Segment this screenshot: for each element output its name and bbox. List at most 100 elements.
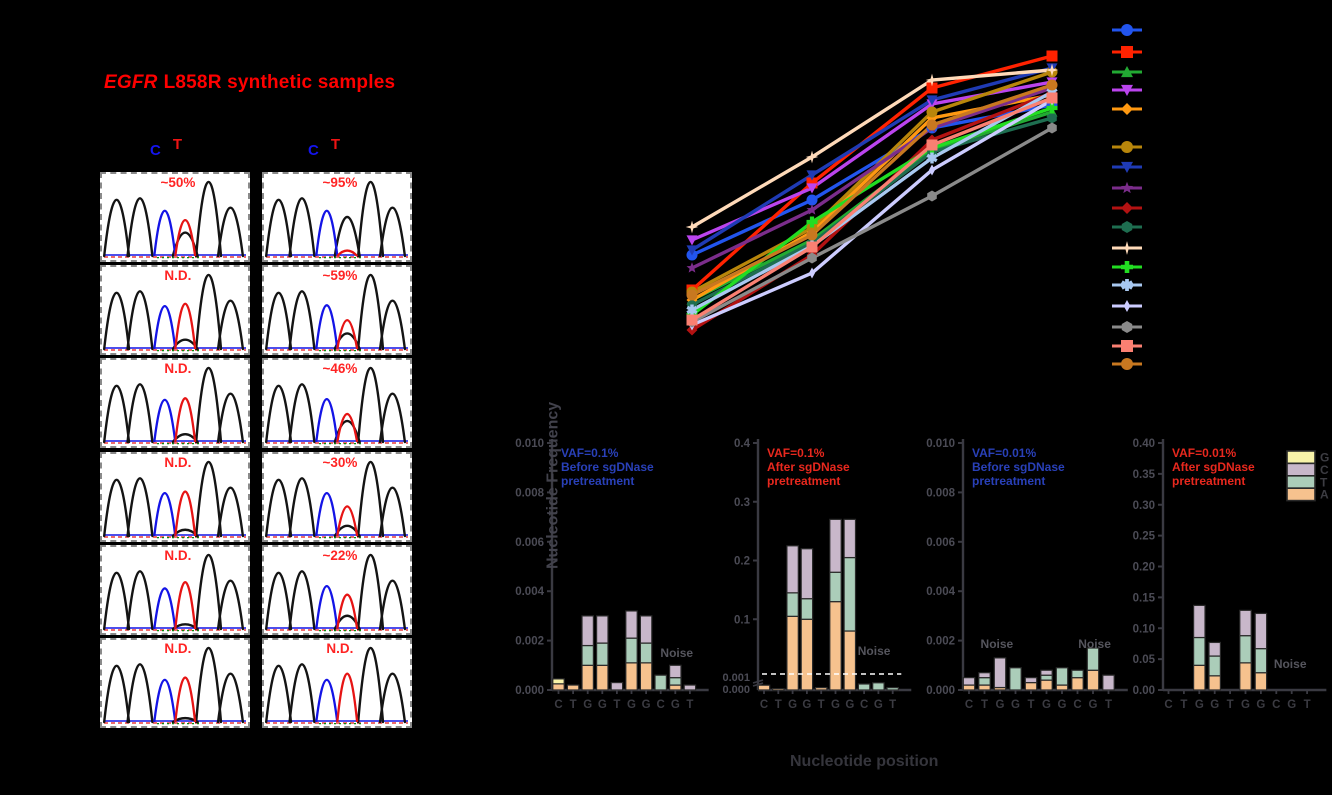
bar-segment-C	[625, 610, 638, 639]
series-line	[690, 126, 1054, 324]
y-tick-label: 0.010	[926, 438, 955, 450]
bar-segment-C	[683, 684, 697, 691]
y-tick-label: 0.00	[1133, 685, 1155, 697]
chromatogram-trace	[102, 274, 246, 352]
vaf-percent-label: ~59%	[322, 268, 358, 283]
vaf-percent-label: N.D.	[164, 268, 192, 283]
bar-segment-T	[886, 686, 899, 691]
series-marker	[806, 216, 818, 228]
series-marker	[806, 170, 818, 181]
bar-segment-T	[1009, 667, 1022, 691]
chromatogram-panel: ~95%	[262, 172, 412, 262]
series-marker	[806, 204, 818, 215]
category-label: G	[1256, 699, 1265, 711]
series-marker	[686, 289, 698, 301]
chromatogram-panel: N.D.	[100, 452, 250, 542]
legend-swatch	[1286, 487, 1316, 502]
category-label: G	[1195, 699, 1204, 711]
bar-segment-C	[786, 545, 799, 594]
legend-swatch	[1286, 450, 1316, 465]
chart-title-line: VAF=0.01%	[972, 446, 1036, 460]
vaf-percent-label: ~22%	[322, 548, 358, 563]
chromatogram-panel: N.D.	[100, 638, 250, 728]
series-marker	[806, 229, 818, 241]
category-label: T	[570, 699, 577, 711]
axis-break-mark	[752, 679, 764, 687]
bar-segment-A	[786, 615, 799, 691]
series-line	[690, 66, 1054, 252]
legend-label: C	[1320, 463, 1329, 477]
bar-segment-C	[962, 677, 976, 686]
bar-segment-T	[668, 677, 682, 686]
series-marker	[926, 119, 938, 131]
chromatogram-trace	[102, 461, 246, 539]
line-chart	[685, 50, 1059, 336]
vaf-percent-label: ~95%	[322, 175, 358, 190]
series-marker	[926, 82, 938, 94]
bar-segment-G	[552, 678, 565, 685]
bar-segment-C	[639, 615, 653, 644]
y-tick-label: 0.008	[926, 487, 955, 499]
series-line	[690, 68, 1054, 229]
series-marker	[928, 164, 936, 176]
category-label: G	[788, 699, 797, 711]
y-tick-label: 0.20	[1133, 562, 1155, 574]
bar-segment-A	[625, 662, 638, 691]
series-marker	[686, 235, 698, 246]
category-label: C	[760, 699, 768, 711]
legend-label: A	[1320, 488, 1329, 502]
bar-segment-T	[800, 598, 814, 620]
series-marker	[925, 73, 939, 87]
category-label: G	[1011, 699, 1020, 711]
series-marker	[1045, 63, 1059, 77]
series-marker	[806, 194, 818, 206]
base-c-label: C	[308, 142, 319, 159]
bar-segment-T	[654, 674, 667, 691]
bar-segment-A	[1086, 669, 1100, 691]
bar-segment-A	[757, 684, 771, 691]
series-marker	[1121, 141, 1133, 153]
noise-label: Noise	[858, 644, 891, 658]
category-label: T	[1227, 699, 1234, 711]
series-marker	[1121, 84, 1133, 96]
series-marker	[926, 152, 938, 164]
series-marker	[1046, 92, 1058, 104]
chart-title-line: pretreatment	[561, 474, 634, 488]
bar-segment-A	[581, 664, 594, 691]
chromatogram-trace	[264, 274, 408, 352]
chromatogram-trace	[264, 554, 408, 632]
chart-title-line: Before sgDNase	[561, 460, 654, 474]
y-tick-label: 0.004	[515, 586, 544, 598]
chromatogram-panel: ~59%	[262, 265, 412, 355]
bar-segment-T	[1192, 636, 1206, 666]
category-label: G	[845, 699, 854, 711]
bar-segment-T	[581, 644, 594, 666]
category-label: T	[981, 699, 988, 711]
category-label: C	[657, 699, 665, 711]
chromatogram-panel: ~22%	[262, 545, 412, 635]
category-label: G	[996, 699, 1005, 711]
bar-segment-T	[639, 642, 653, 664]
chart-title-line: pretreatment	[1172, 474, 1245, 488]
y-tick-label: 0.30	[1133, 500, 1155, 512]
chromatogram-panel: N.D.	[100, 545, 250, 635]
category-label: G	[1089, 699, 1098, 711]
chromatogram-trace	[264, 181, 408, 259]
bar-segment-T	[1208, 655, 1221, 677]
category-label: T	[1304, 699, 1311, 711]
series-marker	[1047, 112, 1057, 124]
series-marker	[806, 177, 818, 189]
series-line	[690, 98, 1054, 327]
bar-segment-C	[1040, 669, 1053, 676]
category-label: G	[874, 699, 883, 711]
chromatogram-trace	[102, 367, 246, 445]
series-marker	[1121, 66, 1133, 78]
category-label: G	[598, 699, 607, 711]
chart-title-line: VAF=0.1%	[561, 446, 619, 460]
series-marker	[686, 314, 698, 326]
chromatogram-trace	[264, 647, 408, 725]
series-marker	[686, 245, 698, 256]
series-marker	[686, 304, 698, 316]
